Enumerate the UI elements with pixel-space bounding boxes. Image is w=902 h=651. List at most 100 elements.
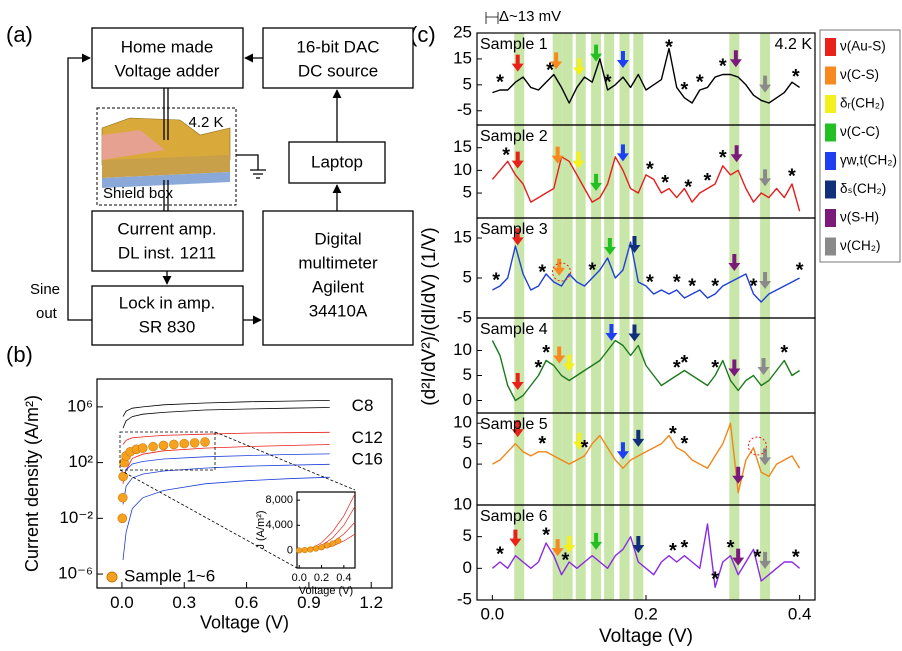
data-point	[158, 440, 169, 451]
temperature-label: 4.2 K	[775, 36, 813, 53]
y-tick-label: 5	[463, 433, 472, 452]
y-tick-label: 5	[463, 365, 472, 384]
legend-label: ν(S-H)	[840, 210, 879, 225]
data-point	[301, 546, 308, 554]
peak-star: *	[581, 437, 589, 459]
legend-swatch	[825, 123, 836, 142]
x-axis-label: Voltage (V)	[200, 612, 289, 632]
y-tick-label: 4,000	[265, 519, 293, 531]
mode-arrow	[511, 228, 524, 246]
mode-arrow	[759, 272, 772, 289]
data-point	[137, 443, 148, 453]
subplot-title: Sample 2	[480, 128, 548, 145]
panel-label: (b)	[6, 342, 33, 367]
peak-star: *	[684, 177, 692, 199]
sine-label: out	[36, 305, 58, 322]
peak-star: *	[792, 66, 800, 88]
x-tick-label: 0.6	[235, 593, 259, 612]
box-text: DL inst. 1211	[118, 243, 216, 262]
mode-band	[729, 33, 740, 600]
arrow	[67, 53, 92, 321]
legend-label: Sample 1~6	[124, 566, 215, 585]
legend-swatch	[825, 66, 836, 85]
data-point	[312, 545, 320, 552]
data-point	[307, 546, 314, 553]
mode-arrow	[632, 536, 645, 553]
data-point	[200, 437, 210, 447]
mode-arrow	[616, 144, 629, 162]
legend-label: γw,t(CH₂)	[840, 153, 897, 168]
legend-marker	[106, 571, 118, 583]
mode-arrow	[728, 254, 741, 271]
y-tick-label: 0	[287, 544, 293, 556]
peak-star: *	[604, 71, 612, 93]
y-tick-label: 8,000	[265, 494, 293, 506]
data-point	[117, 492, 128, 503]
curve	[122, 400, 330, 417]
mode-arrow	[511, 151, 524, 169]
peak-star: *	[711, 357, 719, 379]
peak-star: *	[669, 423, 677, 445]
subplot-title: Sample 5	[480, 416, 548, 433]
legend-label: δᵣ(CH₂)	[840, 96, 884, 111]
y-tick-label: 0	[463, 558, 472, 577]
device-substrate	[102, 172, 230, 188]
peak-star: *	[661, 172, 669, 194]
peak-star: *	[681, 79, 689, 101]
mode-arrow	[511, 373, 524, 390]
spectrum-line	[491, 523, 801, 588]
box-text: Voltage adder	[115, 61, 220, 80]
mode-arrow	[632, 429, 645, 447]
data-point	[118, 471, 128, 482]
current-amp-box	[91, 210, 244, 272]
y-tick-label: 0	[463, 390, 472, 409]
y-tick-label: 5	[463, 526, 472, 545]
spectrum-line	[492, 47, 800, 104]
delta-bracket	[485, 12, 499, 24]
shield-box	[96, 107, 237, 206]
legend-label: ν(Au-S)	[840, 39, 886, 54]
box-text: multimeter	[298, 253, 378, 272]
y-tick-label: 10⁻⁶	[58, 564, 93, 583]
peak-star: *	[792, 546, 800, 568]
box-text: DC source	[298, 61, 378, 80]
y-tick-label: 10	[453, 340, 472, 359]
mode-arrow	[590, 532, 603, 550]
data-point	[117, 513, 128, 524]
peak-star: *	[688, 275, 696, 297]
mode-arrow	[573, 432, 586, 450]
mode-arrow	[553, 346, 566, 364]
peak-star: *	[681, 537, 689, 559]
peak-star: *	[646, 158, 654, 180]
mode-arrow	[759, 75, 772, 93]
y-axis-label: Current density (A/m²)	[22, 395, 42, 572]
series-label: C8	[352, 396, 374, 415]
mode-arrow	[551, 539, 564, 557]
mode-arrow	[616, 51, 629, 69]
peak-star: *	[542, 524, 550, 546]
x-axis-label: Voltage (V)	[299, 585, 353, 597]
y-axis-label: J (A/m²)	[255, 510, 267, 549]
mode-band	[591, 33, 602, 600]
mode-arrow	[511, 420, 524, 438]
mode-arrow	[628, 236, 641, 253]
x-tick-label: 0.4	[336, 572, 351, 584]
y-tick-label: 0	[463, 454, 472, 473]
box-text: SR 830	[139, 317, 196, 336]
x-tick-label: 0.2	[314, 572, 329, 584]
wire	[163, 88, 169, 211]
temperature-label: 4.2 K	[188, 114, 223, 131]
box-text: Lock in amp.	[119, 293, 215, 312]
mode-arrow	[730, 145, 743, 163]
peak-star: *	[588, 259, 596, 281]
series-label: C12	[352, 428, 383, 447]
panel-label: (a)	[6, 22, 33, 47]
curve	[122, 453, 330, 481]
mode-arrow	[759, 551, 772, 569]
y-tick-label: 5	[463, 183, 472, 202]
peak-star: *	[646, 271, 654, 293]
peak-star: *	[704, 170, 712, 192]
highlight-circle	[747, 436, 767, 456]
subplot-title: Sample 1	[480, 36, 548, 53]
peak-star: *	[681, 352, 689, 374]
